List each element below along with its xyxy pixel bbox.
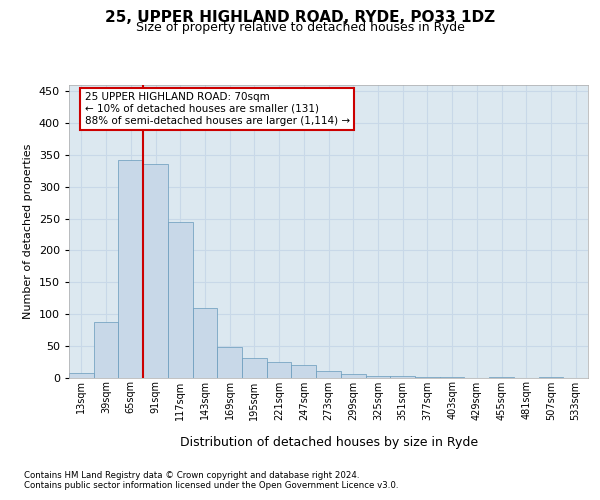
Bar (415, 377, 440, 378)
Bar (69, 373, 94, 378)
Text: Size of property relative to detached houses in Ryde: Size of property relative to detached ho… (136, 22, 464, 35)
Bar (168, 222, 193, 378)
Bar (390, 376, 415, 378)
Bar (242, 358, 267, 378)
Bar (489, 377, 514, 378)
Y-axis label: Number of detached properties: Number of detached properties (23, 144, 33, 319)
Text: 25, UPPER HIGHLAND ROAD, RYDE, PO33 1DZ: 25, UPPER HIGHLAND ROAD, RYDE, PO33 1DZ (105, 10, 495, 25)
Bar (143, 164, 168, 378)
Bar (440, 377, 464, 378)
Text: Contains public sector information licensed under the Open Government Licence v3: Contains public sector information licen… (24, 481, 398, 490)
Bar (316, 371, 341, 378)
Bar (539, 377, 563, 378)
Bar (341, 374, 365, 378)
Bar (217, 347, 242, 378)
Text: Distribution of detached houses by size in Ryde: Distribution of detached houses by size … (180, 436, 478, 449)
Bar (267, 362, 292, 378)
Text: Contains HM Land Registry data © Crown copyright and database right 2024.: Contains HM Land Registry data © Crown c… (24, 471, 359, 480)
Bar (118, 160, 143, 378)
Bar (193, 308, 217, 378)
Bar (292, 365, 316, 378)
Text: 25 UPPER HIGHLAND ROAD: 70sqm
← 10% of detached houses are smaller (131)
88% of : 25 UPPER HIGHLAND ROAD: 70sqm ← 10% of d… (85, 92, 350, 126)
Bar (94, 322, 118, 378)
Bar (365, 376, 390, 378)
